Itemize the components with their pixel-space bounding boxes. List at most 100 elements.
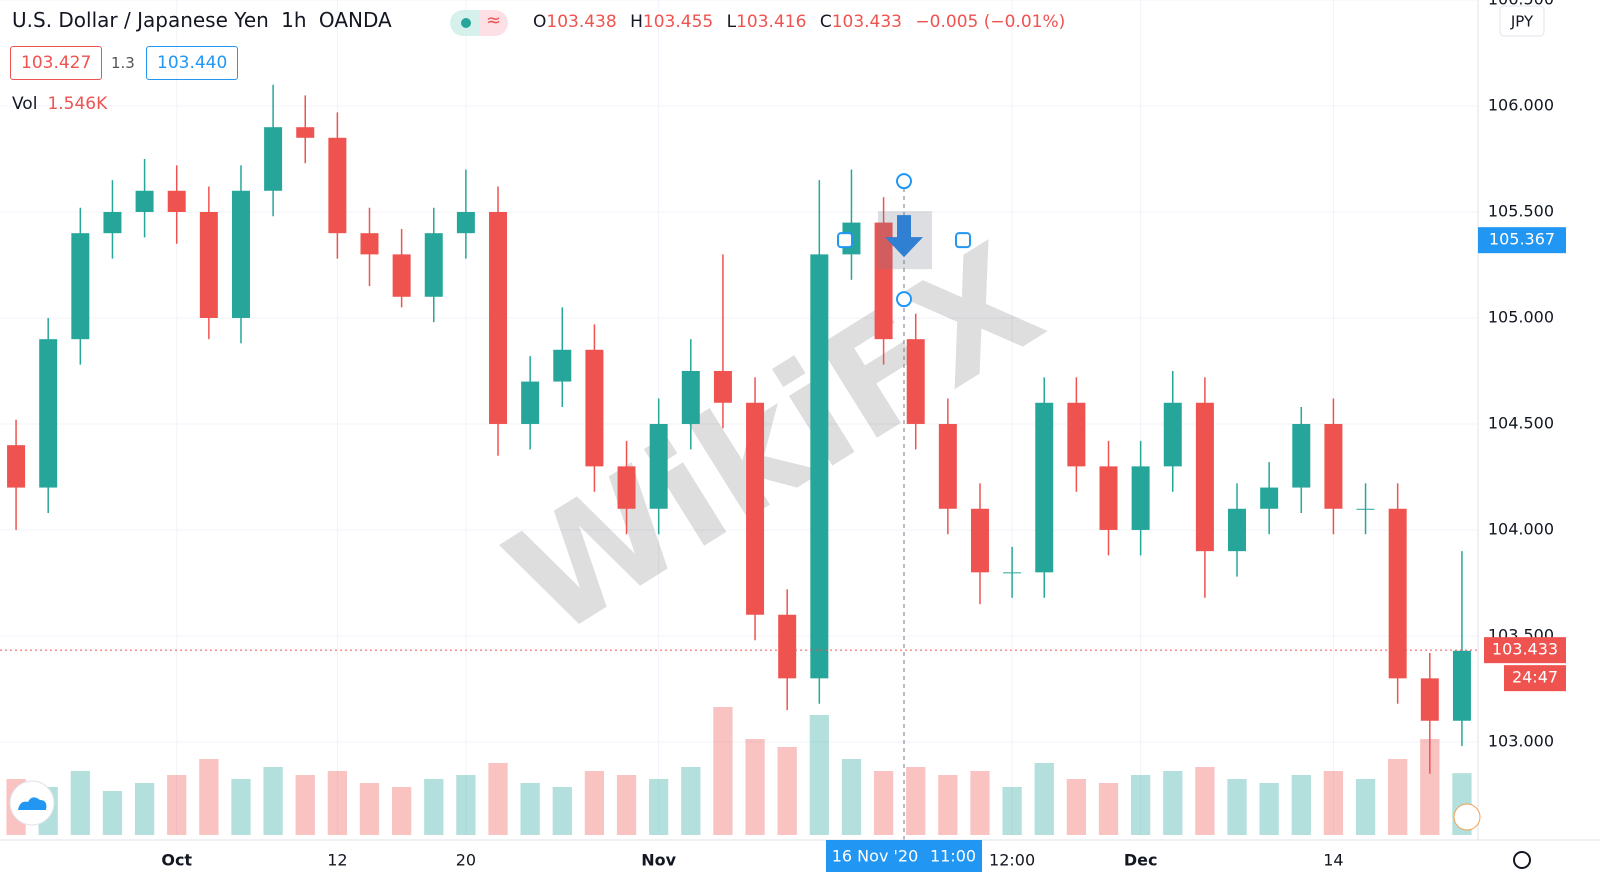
- volume-bar: [552, 787, 572, 835]
- volume-bar: [70, 771, 90, 835]
- candle-body: [1420, 678, 1439, 721]
- candle-body: [810, 254, 829, 679]
- candle-body: [1388, 508, 1407, 679]
- currency[interactable]: JPY: [1510, 13, 1534, 31]
- volume-bar: [777, 747, 797, 835]
- sell-button[interactable]: 103.427: [10, 46, 103, 80]
- volume-bar: [327, 771, 348, 835]
- candle-body: [906, 339, 925, 424]
- buy-button[interactable]: 103.440: [146, 46, 239, 80]
- interval[interactable]: 1h: [281, 8, 307, 32]
- candle-body: [392, 254, 411, 297]
- y-tick-label: 104.500: [1488, 413, 1554, 432]
- volume-bar: [231, 779, 251, 835]
- volume-bar: [745, 739, 765, 835]
- volume-bar: [1323, 771, 1344, 835]
- x-tick-label: 20: [456, 851, 476, 870]
- volume-bar: [102, 791, 123, 835]
- volume-bar: [1259, 783, 1279, 835]
- candle-body: [713, 370, 732, 403]
- watermark: WikiFX: [480, 212, 1069, 670]
- volume-bar: [1066, 779, 1087, 835]
- candle-body: [1131, 466, 1150, 530]
- x-tick-label: 12:00: [989, 851, 1035, 870]
- candle-body: [1292, 423, 1311, 488]
- volume-bar: [1163, 771, 1183, 835]
- x-tick-label: 14: [1323, 851, 1343, 870]
- crosshair-label-bg: [826, 840, 982, 872]
- volume-bar: [456, 775, 476, 835]
- candle-body: [360, 233, 379, 255]
- volume-bar: [1034, 763, 1054, 835]
- volume-bar: [295, 775, 315, 835]
- candle-body: [746, 402, 765, 615]
- candle-body: [167, 190, 186, 212]
- candle-body: [264, 127, 283, 191]
- handle: [837, 232, 853, 249]
- y-tick-label: 106.000: [1488, 95, 1554, 114]
- candle-body: [199, 211, 218, 318]
- flag-icon[interactable]: [1453, 803, 1481, 831]
- o-label: O: [533, 12, 547, 32]
- x-tick-label: Oct: [161, 851, 192, 870]
- candle-body: [1163, 402, 1182, 467]
- volume-bar: [1355, 779, 1376, 835]
- candle-body: [1067, 402, 1086, 467]
- volume-bar: [938, 775, 958, 835]
- h-value: 103.455: [642, 12, 714, 32]
- y-tick-label: 104.000: [1488, 519, 1554, 538]
- candle-body: [874, 222, 893, 340]
- current-price-bg: [1484, 637, 1566, 664]
- drawing-price-label: 105.367: [1489, 230, 1555, 249]
- volume-bar: [713, 707, 733, 835]
- volume-bar: [1002, 787, 1022, 835]
- candle-body: [970, 508, 989, 573]
- status-dot: [461, 18, 471, 28]
- l-label: L: [726, 12, 737, 32]
- candle-body: [778, 614, 797, 679]
- candle-body: [424, 233, 443, 297]
- candle-body: [681, 370, 700, 424]
- volume-bar: [1227, 779, 1247, 835]
- volume-bar: [391, 787, 412, 835]
- handle: [896, 291, 912, 308]
- volume-bar: [1098, 783, 1119, 835]
- settings-icon[interactable]: [1513, 851, 1531, 869]
- ohlc-legend: O103.438 H103.455 L103.416 C103.433 −0.0…: [533, 12, 1065, 32]
- volume-bar: [1195, 767, 1215, 835]
- candle-body: [1035, 402, 1054, 573]
- candle-body: [649, 423, 668, 509]
- y-tick-label: 105.500: [1488, 201, 1554, 220]
- arrow-down: [885, 215, 923, 258]
- volume-bar: [520, 783, 540, 835]
- volume-bar: [1291, 775, 1311, 835]
- candle-body: [71, 233, 90, 340]
- volume-bar: [681, 767, 701, 835]
- candle-body: [7, 445, 26, 488]
- volume-bar: [359, 783, 380, 835]
- volume-bar: [906, 767, 926, 835]
- volume-bar: [1130, 775, 1151, 835]
- volume-bar: [488, 763, 508, 835]
- handle: [955, 232, 971, 249]
- volume-bar: [263, 767, 283, 835]
- y-tick-label: 103.000: [1488, 731, 1554, 750]
- candle-body: [1356, 508, 1375, 510]
- volume-bar: [970, 771, 990, 835]
- l-value: 103.416: [736, 12, 807, 32]
- countdown: 24:47: [1512, 668, 1558, 687]
- volume-bar: [134, 783, 155, 835]
- currency-box[interactable]: [1499, 5, 1545, 37]
- candle-body: [585, 349, 604, 467]
- volume-last: 1.546K: [47, 94, 108, 114]
- spread: 1.3: [111, 54, 135, 72]
- y-tick-label: 106.500: [1488, 0, 1554, 9]
- c-value: 103.433: [831, 12, 903, 32]
- candle-body: [521, 381, 540, 424]
- current-price-label: 103.433: [1492, 640, 1558, 659]
- status-pill[interactable]: ≈: [450, 10, 508, 36]
- crosshair-time: 11:00: [930, 847, 976, 866]
- volume-bar: [1388, 759, 1408, 835]
- drawing-price-bg: [1478, 227, 1566, 254]
